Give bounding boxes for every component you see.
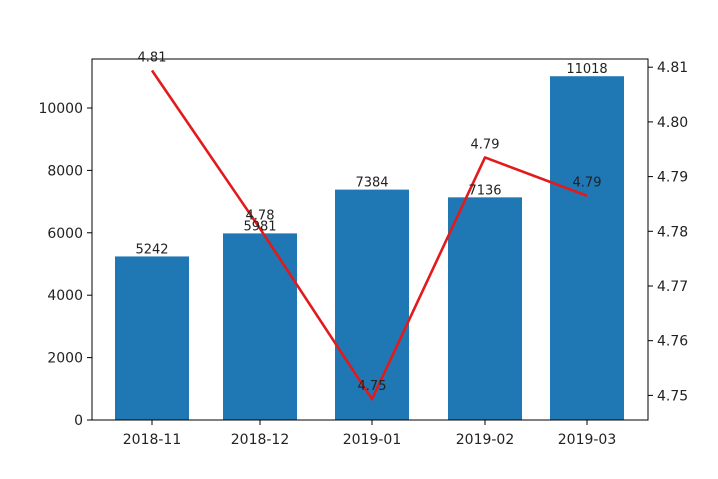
left-y-tick-label: 8000 [47, 163, 83, 179]
line-value-label: 4.75 [358, 379, 387, 394]
bar [223, 233, 297, 420]
bar-value-label: 11018 [566, 62, 607, 77]
bar [335, 189, 409, 420]
left-y-tick-label: 10000 [38, 101, 83, 117]
bar [115, 256, 189, 420]
left-y-tick-label: 0 [74, 413, 83, 429]
line-value-label: 4.79 [471, 137, 500, 152]
left-y-tick-label: 4000 [47, 288, 83, 304]
right-y-tick-label: 4.81 [657, 60, 688, 76]
right-y-tick-label: 4.77 [657, 279, 688, 295]
right-y-tick-label: 4.79 [657, 170, 688, 186]
right-y-tick-label: 4.75 [657, 388, 688, 404]
x-tick-label: 2018-11 [123, 432, 182, 448]
line-value-label: 4.79 [573, 176, 602, 191]
bar [448, 197, 522, 420]
left-y-tick-label: 6000 [47, 226, 83, 242]
x-tick-label: 2019-03 [558, 432, 617, 448]
labels-layer: 5242 5981 7384 7136 11018 4.81 4.78 4.75 4.79 4.7… [135, 50, 607, 394]
axes-layer: 0 2000 4000 6000 8000 10000 4.75 4.76 4.77 4.78 4.… [38, 58, 688, 448]
x-tick-label: 2019-01 [343, 432, 402, 448]
bar-value-label: 5242 [135, 242, 168, 257]
bar-value-label: 7136 [468, 183, 501, 198]
x-tick-label: 2018-12 [231, 432, 290, 448]
bar [550, 76, 624, 421]
line-layer [150, 69, 588, 401]
x-tick-label: 2019-02 [456, 432, 515, 448]
left-y-tick-label: 2000 [47, 351, 83, 367]
bar-value-label: 5981 [243, 219, 276, 234]
right-y-tick-label: 4.78 [657, 224, 688, 240]
line-value-label: 4.78 [246, 209, 275, 224]
bar-value-label: 7384 [355, 176, 388, 191]
plot-frame [91, 58, 649, 421]
right-y-tick-label: 4.80 [657, 115, 688, 131]
line-value-label: 4.81 [138, 50, 167, 65]
right-y-tick-label: 4.76 [657, 334, 688, 350]
